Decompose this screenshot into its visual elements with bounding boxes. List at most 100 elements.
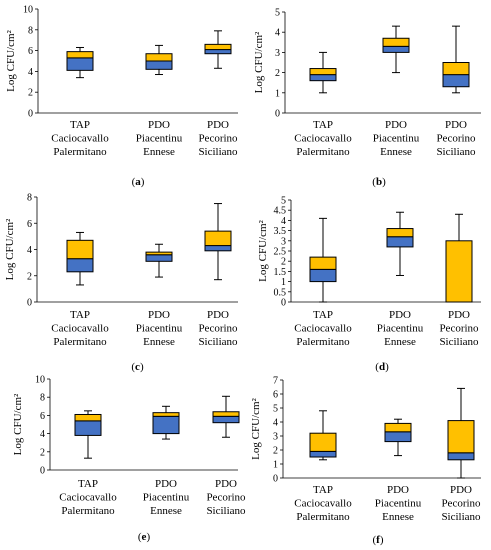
y-tick-label: 1 <box>275 88 280 99</box>
box-a-2 <box>145 44 173 76</box>
box-a-1 <box>66 46 94 79</box>
y-tick-label: 2 <box>273 446 278 457</box>
category-label: Caciocavallo <box>51 323 109 335</box>
y-tick-label: 2.5 <box>274 247 287 258</box>
y-tick-label: 2 <box>28 88 33 99</box>
box-lower-segment <box>204 49 232 55</box>
category-label: PDO <box>445 119 467 131</box>
panel-caption: (e) <box>138 531 151 543</box>
category-label: Pecorino <box>198 323 238 335</box>
box-lower-segment <box>309 268 337 283</box>
panel-letter: d <box>379 361 385 373</box>
box-c-2 <box>145 243 173 278</box>
panel-a: 0 2 4 6 8 10 Log CFU/cm² TAP CaciocavalloPalermi… <box>5 5 238 189</box>
y-axis-label: Log CFU/cm² <box>253 31 265 93</box>
category-label: Ennese <box>380 146 412 158</box>
y-tick-label: 6 <box>28 46 33 57</box>
box-upper-segment <box>66 239 94 260</box>
box-lower-segment <box>66 258 94 273</box>
y-tick-label: 4 <box>40 429 45 440</box>
panel-letter: f <box>376 534 380 546</box>
y-tick-label: 5 <box>281 196 286 207</box>
y-tick-label: 1.5 <box>274 267 287 278</box>
box-upper-segment <box>384 422 412 433</box>
category-label: PDO <box>450 484 472 496</box>
y-axis-label: Log CFU/cm² <box>12 393 24 455</box>
box-lower-segment <box>204 245 232 252</box>
category-label: TAP <box>313 484 333 496</box>
box-lower-segment <box>447 452 475 461</box>
category-label: TAP <box>70 119 90 131</box>
box-upper-segment <box>309 256 337 270</box>
y-tick-label: 3 <box>281 236 286 247</box>
box-lower-segment <box>382 45 410 53</box>
category-label: Ennese <box>150 505 182 517</box>
y-tick-label: 4 <box>275 28 280 39</box>
y-tick-label: 1 <box>281 277 286 288</box>
y-tick-label: 5 <box>273 404 278 415</box>
box-d-2 <box>386 211 414 276</box>
category-label: PDO <box>389 309 411 321</box>
box-upper-segment <box>66 51 94 59</box>
box-lower-segment <box>152 415 180 435</box>
category-label: PDO <box>155 478 177 490</box>
category-label: TAP <box>70 309 90 321</box>
y-tick-label: 0 <box>273 474 278 485</box>
box-lower-segment <box>74 420 102 436</box>
y-tick-label: 4 <box>281 216 286 227</box>
category-label: Siciliano <box>198 146 238 158</box>
category-label: PDO <box>387 484 409 496</box>
y-tick-label: 5 <box>275 8 280 19</box>
category-label: Piacentinu <box>377 323 424 335</box>
box-c-3 <box>204 203 232 281</box>
y-tick-label: 6 <box>27 219 32 230</box>
box-upper-segment <box>212 411 240 417</box>
panel-f: 0 1 2 3 4 5 6 7 Log CFU/cm² TAP CaciocavalloPalerm… <box>250 376 481 547</box>
category-label: Palermitano <box>296 336 350 348</box>
category-label: Ennese <box>143 146 175 158</box>
panel-caption: (d) <box>375 361 389 373</box>
y-tick-label: 0 <box>281 298 286 309</box>
y-tick-label: 6 <box>40 411 45 422</box>
category-label: Ennese <box>384 336 416 348</box>
panel-b: 0 1 2 3 4 5 Log CFU/cm² TAP CaciocavalloPalermit… <box>253 8 481 188</box>
box-a-3 <box>204 30 232 69</box>
category-label: Ennese <box>143 336 175 348</box>
category-label: Piacentinu <box>136 133 183 145</box>
panel-letter: e <box>142 531 147 543</box>
box-e-2 <box>152 405 180 440</box>
y-axis-label: Log CFU/cm² <box>257 219 269 281</box>
y-tick-label: 2 <box>40 447 45 458</box>
category-label: Siciliano <box>441 511 481 523</box>
category-label: PDO <box>207 309 229 321</box>
y-tick-label: 1 <box>273 460 278 471</box>
y-tick-label: 10 <box>35 375 45 386</box>
category-label: Pecorino <box>439 323 479 335</box>
category-label: Piacentinu <box>373 133 420 145</box>
y-tick-label: 2 <box>27 271 32 282</box>
y-tick-label: 0 <box>40 466 45 477</box>
panel-caption: (f) <box>372 534 383 546</box>
y-tick-label: 4.5 <box>274 206 287 217</box>
box-b-3 <box>442 25 470 94</box>
y-tick-label: 2 <box>275 68 280 79</box>
y-tick-label: 0 <box>28 109 33 120</box>
category-label: Caciocavallo <box>294 498 352 510</box>
category-label: Caciocavallo <box>51 133 109 145</box>
panel-letter: a <box>135 176 141 188</box>
category-label: Palermitano <box>53 146 107 158</box>
panel-c: 0 2 4 6 8 Log CFU/cm² TAP CaciocavalloPalermita… <box>4 193 238 374</box>
box-upper-segment <box>445 240 473 303</box>
box-upper-segment <box>309 68 337 76</box>
box-lower-segment <box>309 74 337 82</box>
category-label: PDO <box>148 119 170 131</box>
box-e-3 <box>212 395 240 438</box>
box-lower-segment <box>309 450 337 458</box>
category-label: Piacentinu <box>136 323 183 335</box>
category-label: Piacentinu <box>143 492 190 504</box>
y-tick-label: 3 <box>273 432 278 443</box>
category-label: Caciocavallo <box>294 133 352 145</box>
box-upper-segment <box>447 420 475 454</box>
category-label: Siciliano <box>436 146 476 158</box>
y-tick-label: 2 <box>281 257 286 268</box>
